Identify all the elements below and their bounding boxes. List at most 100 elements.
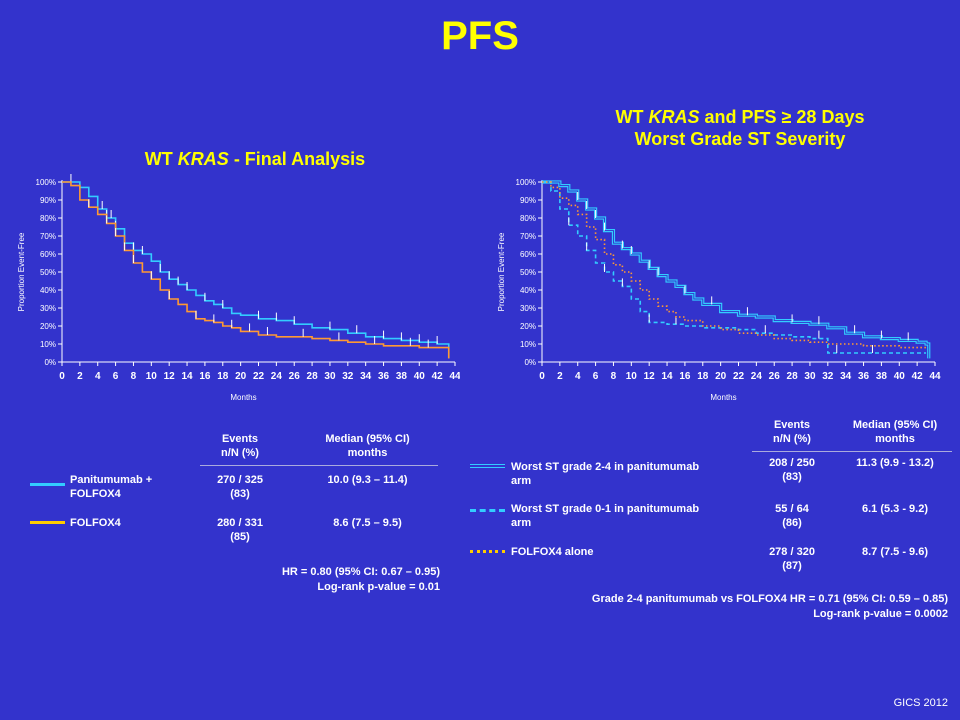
left-table-header-median: Median (95% CI) months xyxy=(325,433,410,459)
x-tick-label: 18 xyxy=(217,371,229,382)
right-table-header-median: Median (95% CI) months xyxy=(852,419,938,445)
x-tick-label: 8 xyxy=(611,371,617,382)
y-tick-label: 100% xyxy=(516,178,536,187)
left-pvalue-text: Log-rank p-value = 0.01 xyxy=(317,581,440,593)
left-row-label: Panitumumab + FOLFOX4 xyxy=(70,474,153,500)
x-tick-label: 4 xyxy=(95,371,101,382)
left-table-header-events: Events n/N (%) xyxy=(221,433,259,459)
x-tick-label: 26 xyxy=(289,371,301,382)
left-title-suffix: - Final Analysis xyxy=(228,149,366,169)
left-row-median: 8.6 (7.5 – 9.5) xyxy=(333,517,402,529)
y-tick-label: 20% xyxy=(40,322,56,331)
y-tick-label: 90% xyxy=(40,196,56,205)
y-tick-label: 10% xyxy=(520,340,536,349)
y-tick-label: 40% xyxy=(520,286,536,295)
right-row-label: Worst ST grade 0-1 in panitumumab arm xyxy=(511,503,700,529)
left-hr-text: HR = 0.80 (95% CI: 0.67 – 0.95) xyxy=(281,566,440,578)
x-tick-label: 16 xyxy=(679,371,691,382)
y-tick-label: 50% xyxy=(520,268,536,277)
left-title-italic: KRAS xyxy=(177,149,229,169)
x-tick-label: 8 xyxy=(131,371,137,382)
credit-text: GICS 2012 xyxy=(893,697,948,709)
x-tick-label: 38 xyxy=(876,371,888,382)
right-row-label: Worst ST grade 2-4 in panitumumab arm xyxy=(511,461,700,487)
x-tick-label: 42 xyxy=(912,371,924,382)
x-tick-label: 40 xyxy=(894,371,906,382)
y-tick-label: 40% xyxy=(40,286,56,295)
x-tick-label: 6 xyxy=(593,371,599,382)
right-legend-line-grade01 xyxy=(470,509,505,512)
x-tick-label: 2 xyxy=(77,371,83,382)
page-title: PFS xyxy=(441,14,519,58)
x-tick-label: 0 xyxy=(59,371,65,382)
right-row-label: FOLFOX4 alone xyxy=(511,546,594,558)
x-tick-label: 28 xyxy=(307,371,319,382)
right-row-median: 8.7 (7.5 - 9.6) xyxy=(861,546,929,558)
y-tick-label: 30% xyxy=(40,304,56,313)
right-table-header-rule xyxy=(752,451,952,452)
y-axis-label: Proportion Event-Free xyxy=(17,232,26,311)
right-km-chart: 0%10%20%30%40%50%60%70%80%90%100%0 2 4 6 8 10… xyxy=(497,178,941,402)
left-legend-line-panitumumab xyxy=(30,483,65,486)
x-tick-label: 10 xyxy=(146,371,158,382)
x-tick-label: 12 xyxy=(644,371,656,382)
x-tick-label: 14 xyxy=(181,371,193,382)
left-table-header-rule xyxy=(200,465,438,466)
x-tick-label: 4 xyxy=(575,371,581,382)
left-row-label: FOLFOX4 xyxy=(70,517,121,529)
right-pvalue-text: Log-rank p-value = 0.0002 xyxy=(813,608,948,620)
y-tick-label: 10% xyxy=(40,340,56,349)
x-tick-label: 34 xyxy=(840,371,852,382)
right-row-events: 278 / 320 (87) xyxy=(769,546,815,572)
right-table-header-events: Events n/N (%) xyxy=(773,419,811,445)
x-tick-label: 10 xyxy=(626,371,638,382)
km-curve-inner xyxy=(542,181,930,359)
left-title-prefix: WT xyxy=(144,149,178,169)
x-tick-label: 44 xyxy=(449,371,460,382)
right-legend-line-folfox4 xyxy=(470,550,505,553)
y-tick-label: 100% xyxy=(36,178,56,187)
right-chart-title: WT KRAS and PFS ≥ 28 Days Worst Grade ST… xyxy=(540,106,940,150)
x-axis-label: Months xyxy=(710,393,736,402)
right-title-line2: Worst Grade ST Severity xyxy=(634,129,846,149)
km-curve xyxy=(62,181,450,359)
x-tick-label: 30 xyxy=(804,371,816,382)
right-title-suffix: and PFS ≥ 28 Days xyxy=(699,107,865,127)
left-row-events: 270 / 325 (83) xyxy=(217,474,263,500)
km-curve-outline xyxy=(542,180,931,359)
y-tick-label: 30% xyxy=(520,304,536,313)
left-row-median: 10.0 (9.3 – 11.4) xyxy=(327,474,408,486)
x-tick-label: 24 xyxy=(271,371,283,382)
x-tick-label: 40 xyxy=(414,371,426,382)
left-legend-line-folfox4 xyxy=(30,521,65,524)
right-title-prefix: WT xyxy=(615,107,649,127)
x-tick-label: 14 xyxy=(661,371,673,382)
x-tick-label: 20 xyxy=(235,371,247,382)
y-axis-label: Proportion Event-Free xyxy=(497,232,506,311)
left-chart-title: WT KRAS - Final Analysis xyxy=(60,148,450,170)
x-tick-label: 16 xyxy=(199,371,211,382)
y-tick-label: 70% xyxy=(520,232,536,241)
y-tick-label: 20% xyxy=(520,322,536,331)
y-tick-label: 60% xyxy=(40,250,56,259)
x-tick-label: 18 xyxy=(697,371,709,382)
x-tick-label: 38 xyxy=(396,371,408,382)
y-tick-label: 0% xyxy=(44,358,56,367)
x-tick-label: 36 xyxy=(858,371,870,382)
right-row-median: 11.3 (9.9 - 13.2) xyxy=(856,457,934,469)
y-tick-label: 90% xyxy=(520,196,536,205)
y-tick-label: 80% xyxy=(40,214,56,223)
left-row-events: 280 / 331 (85) xyxy=(217,517,263,543)
x-tick-label: 34 xyxy=(360,371,372,382)
x-tick-label: 0 xyxy=(539,371,545,382)
x-tick-label: 12 xyxy=(164,371,176,382)
x-tick-label: 32 xyxy=(342,371,354,382)
right-row-median: 6.1 (5.3 - 9.2) xyxy=(861,503,929,515)
y-tick-label: 50% xyxy=(40,268,56,277)
right-hr-text: Grade 2-4 panitumumab vs FOLFOX4 HR = 0.… xyxy=(591,593,948,605)
x-tick-label: 2 xyxy=(557,371,563,382)
y-tick-label: 80% xyxy=(520,214,536,223)
x-tick-label: 32 xyxy=(822,371,834,382)
y-tick-label: 0% xyxy=(524,358,536,367)
x-axis-label: Months xyxy=(230,393,256,402)
